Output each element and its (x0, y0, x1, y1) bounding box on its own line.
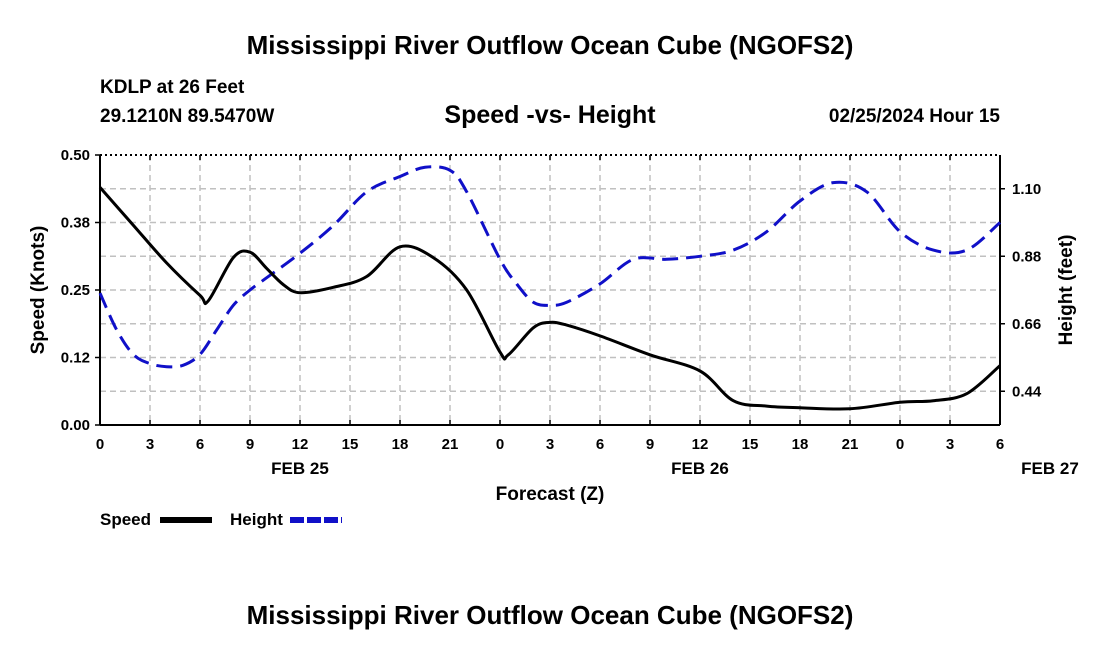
y-right-tick-label: 1.10 (1012, 181, 1041, 198)
x-tick-label: 21 (442, 436, 459, 453)
y-left-tick-label: 0.38 (61, 215, 90, 232)
x-tick-label: 3 (546, 436, 554, 453)
y-left-tick-label: 0.50 (61, 147, 90, 164)
x-date-label: FEB 25 (271, 459, 329, 478)
x-tick-label: 0 (96, 436, 104, 453)
station-label: KDLP at 26 Feet (100, 77, 245, 98)
station-coordinates: 29.1210N 89.5470W (100, 106, 275, 127)
footer-title: Mississippi River Outflow Ocean Cube (NG… (246, 600, 854, 630)
x-axis-title: Forecast (Z) (496, 484, 605, 505)
x-tick-label: 6 (996, 436, 1004, 453)
x-tick-label: 6 (596, 436, 604, 453)
x-tick-label: 3 (946, 436, 954, 453)
legend-height-label: Height (230, 510, 283, 529)
speed-series-line (98, 186, 1001, 411)
y-right-axis-title: Height (feet) (1056, 235, 1077, 346)
x-date-label: FEB 27 (1021, 459, 1079, 478)
x-date-label: FEB 26 (671, 459, 729, 478)
y-left-tick-label: 0.25 (61, 282, 90, 299)
x-tick-label: 15 (742, 436, 759, 453)
x-tick-label: 9 (646, 436, 654, 453)
x-tick-label: 18 (792, 436, 809, 453)
x-tick-label: 0 (496, 436, 504, 453)
y-left-tick-label: 0.12 (61, 350, 90, 367)
y-left-axis-title: Speed (Knots) (28, 226, 49, 355)
x-tick-label: 21 (842, 436, 859, 453)
x-tick-label: 12 (292, 436, 309, 453)
y-right-tick-label: 0.88 (1012, 248, 1041, 265)
x-tick-label: 0 (896, 436, 904, 453)
chart-subtitle: Speed -vs- Height (444, 101, 656, 129)
y-right-tick-label: 0.66 (1012, 316, 1041, 333)
height-series-line (98, 165, 1001, 369)
x-tick-label: 9 (246, 436, 254, 453)
forecast-timestamp: 02/25/2024 Hour 15 (828, 106, 1000, 127)
x-tick-label: 18 (392, 436, 409, 453)
x-tick-label: 15 (342, 436, 359, 453)
x-tick-label: 3 (146, 436, 154, 453)
x-tick-label: 6 (196, 436, 204, 453)
y-right-tick-label: 0.44 (1012, 383, 1042, 400)
x-tick-label: 12 (692, 436, 709, 453)
chart-title: Mississippi River Outflow Ocean Cube (NG… (246, 30, 854, 60)
y-left-tick-label: 0.00 (61, 417, 90, 434)
legend-speed-label: Speed (100, 510, 152, 529)
